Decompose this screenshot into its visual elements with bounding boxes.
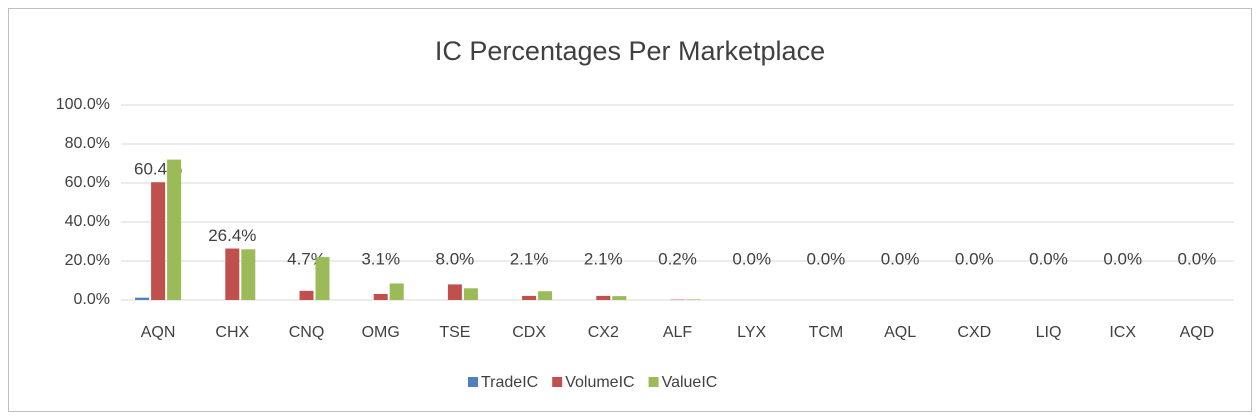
bar (315, 257, 330, 300)
data-label: 26.4% (208, 226, 256, 245)
bar (538, 291, 553, 300)
y-tick-label: 40.0% (65, 213, 110, 230)
legend-label: TradeIC (481, 374, 538, 391)
x-tick-label: CDX (512, 324, 546, 341)
x-tick-label: OMG (362, 324, 400, 341)
bar (151, 182, 166, 300)
bar (596, 295, 611, 300)
bar (241, 249, 256, 300)
data-label: 0.0% (955, 249, 994, 268)
bar (686, 299, 701, 300)
data-label: 0.0% (1178, 249, 1217, 268)
x-tick-label: CHX (215, 324, 249, 341)
x-tick-label: AQN (141, 324, 176, 341)
x-tick-label: ICX (1109, 324, 1136, 341)
data-label: 3.1% (361, 249, 400, 268)
x-tick-label: AQL (884, 324, 916, 341)
y-tick-label: 60.0% (65, 174, 110, 191)
y-tick-label: 0.0% (74, 291, 110, 308)
y-tick-label: 100.0% (56, 96, 110, 113)
x-tick-label: LIQ (1036, 324, 1062, 341)
data-label: 2.1% (510, 249, 549, 268)
bar (373, 293, 388, 300)
legend-swatch (648, 377, 659, 387)
data-label: 0.0% (1103, 249, 1142, 268)
x-tick-label: LYX (737, 324, 766, 341)
data-label: 0.2% (658, 249, 697, 268)
x-tick-label: AQD (1180, 324, 1215, 341)
y-tick-label: 80.0% (65, 135, 110, 152)
legend-label: ValueIC (662, 374, 718, 391)
x-tick-label: ALF (663, 324, 693, 341)
x-tick-label: CXD (957, 324, 991, 341)
legend-label: VolumeIC (565, 374, 634, 391)
data-label: 2.1% (584, 249, 623, 268)
legend-swatch (552, 377, 563, 387)
x-tick-label: CX2 (588, 324, 619, 341)
x-tick-label: TSE (439, 324, 470, 341)
data-label: 8.0% (436, 249, 475, 268)
chart-title: IC Percentages Per Marketplace (435, 36, 825, 66)
x-tick-label: CNQ (289, 324, 325, 341)
bar (447, 284, 462, 300)
y-tick-label: 20.0% (65, 252, 110, 269)
data-label: 0.0% (881, 249, 920, 268)
bar (167, 159, 182, 300)
bar (225, 248, 240, 300)
chart-border (8, 8, 1252, 412)
x-tick-label: TCM (809, 324, 844, 341)
legend-swatch (468, 377, 478, 387)
bar (299, 290, 314, 300)
bar (389, 283, 404, 300)
data-label: 0.0% (1029, 249, 1068, 268)
bar (522, 295, 537, 300)
data-label: 0.0% (807, 249, 846, 268)
bar (463, 288, 478, 300)
bar (612, 296, 627, 300)
bar (135, 297, 150, 300)
data-label: 0.0% (732, 249, 771, 268)
